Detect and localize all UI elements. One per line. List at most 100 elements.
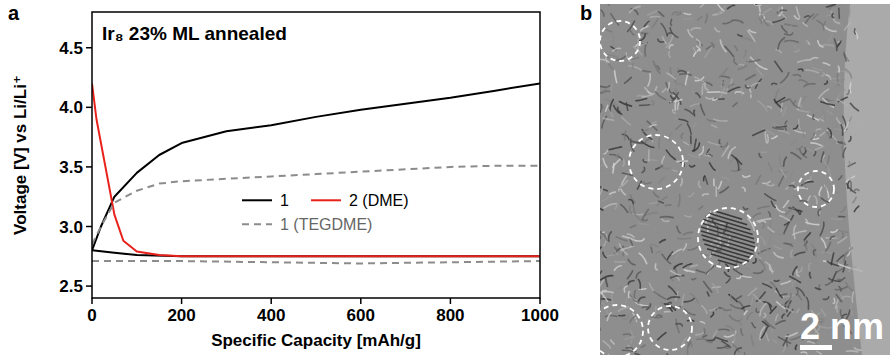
texture — [844, 52, 849, 61]
texture — [732, 169, 741, 171]
texture — [791, 153, 801, 159]
texture — [778, 6, 780, 12]
texture — [782, 314, 784, 318]
texture — [606, 105, 608, 111]
texture — [669, 51, 671, 57]
x-tick — [450, 298, 452, 304]
texture — [678, 194, 680, 206]
texture — [625, 337, 635, 340]
texture — [779, 175, 785, 186]
texture — [756, 43, 759, 53]
texture — [660, 167, 670, 169]
legend-swatch — [311, 199, 341, 201]
y-tick — [86, 107, 92, 109]
texture — [716, 4, 724, 11]
texture — [714, 119, 727, 121]
texture — [719, 88, 724, 99]
texture — [648, 74, 650, 87]
texture — [819, 187, 822, 195]
texture — [761, 327, 767, 338]
texture — [621, 189, 626, 195]
texture — [638, 279, 640, 288]
texture — [797, 147, 802, 149]
texture — [705, 47, 712, 57]
texture — [774, 246, 781, 249]
texture — [794, 16, 799, 19]
texture — [731, 305, 742, 309]
texture — [655, 87, 656, 91]
texture — [706, 266, 713, 274]
texture — [718, 182, 721, 189]
texture — [617, 186, 623, 189]
texture — [826, 283, 831, 285]
texture — [648, 92, 652, 94]
legend-swatch — [242, 199, 272, 201]
texture — [702, 306, 707, 314]
texture — [770, 221, 772, 234]
texture — [765, 132, 766, 143]
texture — [836, 71, 849, 72]
texture — [776, 289, 782, 298]
texture — [822, 238, 826, 247]
texture — [615, 247, 621, 250]
x-tick-label: 200 — [167, 306, 195, 325]
texture — [814, 152, 816, 156]
texture — [763, 280, 772, 284]
texture — [605, 4, 609, 5]
texture — [786, 333, 797, 337]
texture — [656, 92, 666, 100]
texture — [790, 140, 796, 145]
texture — [661, 24, 667, 36]
texture — [747, 312, 752, 319]
texture — [652, 18, 658, 27]
texture — [789, 185, 795, 187]
texture — [756, 4, 763, 5]
texture — [630, 225, 635, 227]
texture — [665, 311, 671, 313]
texture — [825, 183, 827, 191]
texture — [812, 244, 817, 257]
texture — [628, 281, 634, 285]
texture — [658, 137, 660, 148]
texture — [676, 324, 683, 326]
texture — [811, 134, 814, 140]
texture — [813, 14, 818, 19]
texture — [604, 150, 608, 154]
texture — [643, 160, 646, 163]
texture — [776, 50, 781, 53]
texture — [755, 11, 766, 14]
texture — [696, 93, 700, 97]
texture — [757, 321, 759, 335]
texture — [768, 227, 774, 232]
texture — [710, 163, 716, 170]
texture — [753, 259, 756, 263]
texture — [725, 335, 734, 337]
texture — [784, 157, 787, 166]
texture — [612, 164, 615, 173]
texture — [720, 76, 729, 77]
texture — [725, 46, 734, 56]
texture — [837, 90, 845, 99]
texture — [837, 255, 844, 261]
texture — [743, 207, 747, 209]
texture — [763, 284, 772, 288]
texture — [605, 315, 617, 316]
texture — [697, 46, 701, 51]
texture — [757, 219, 771, 221]
texture — [611, 340, 614, 344]
texture — [667, 57, 676, 62]
texture — [743, 176, 750, 177]
texture — [684, 142, 689, 145]
texture — [642, 209, 648, 219]
texture — [766, 21, 772, 24]
texture — [845, 22, 851, 30]
texture — [763, 223, 764, 228]
texture — [703, 176, 705, 181]
texture — [848, 162, 850, 167]
texture — [722, 341, 731, 347]
texture — [685, 216, 691, 217]
texture — [821, 152, 824, 162]
texture — [668, 297, 680, 299]
texture — [797, 309, 799, 313]
texture — [844, 253, 847, 263]
